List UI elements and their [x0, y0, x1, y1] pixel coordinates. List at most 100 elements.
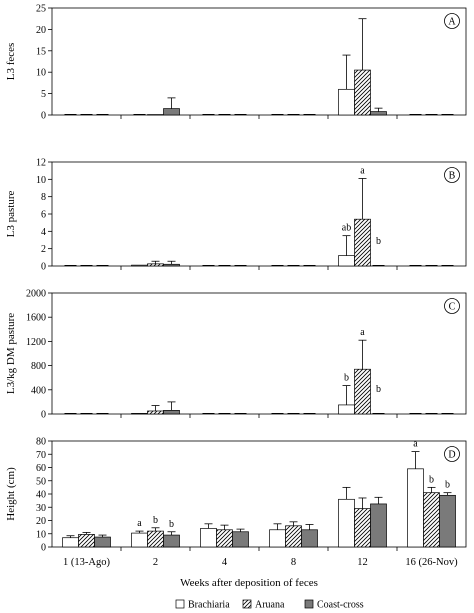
- bar-aruana-4: [354, 218, 371, 267]
- x-axis-title: Weeks after deposition of feces: [180, 577, 318, 589]
- bar-coast-cross-1: [163, 410, 180, 415]
- panel-label: C: [449, 302, 456, 313]
- panel-label-circle: [444, 446, 460, 462]
- panel-label: A: [448, 17, 456, 28]
- bar-coast-cross-1: [163, 108, 180, 116]
- x-tick-label: 1 (13-Ago): [63, 557, 110, 568]
- legend-swatch-aruana: [242, 599, 252, 609]
- bar-coast-cross-0: [94, 536, 111, 548]
- y-tick-label: 70: [36, 450, 46, 461]
- y-tick-label: 15: [36, 46, 46, 57]
- significance-label: b: [169, 519, 174, 530]
- significance-label: a: [360, 165, 365, 176]
- bar-aruana-4: [354, 508, 371, 548]
- y-tick-label: 30: [36, 503, 46, 514]
- bar-brachiaria-1: [131, 264, 148, 267]
- y-tick-label: 2000: [26, 289, 46, 300]
- bar-coast-cross-2: [232, 531, 249, 548]
- bar-aruana-3: [285, 525, 302, 548]
- y-axis-label: Height (cm): [5, 467, 17, 521]
- x-tick-label: 8: [291, 557, 296, 568]
- y-axis-label: L3 pasture: [5, 191, 17, 238]
- bar-brachiaria-3: [269, 529, 286, 548]
- significance-label: b: [376, 236, 381, 247]
- bar-brachiaria-4: [338, 404, 355, 415]
- bar-brachiaria-1: [131, 413, 148, 415]
- bar-brachiaria-4: [338, 88, 355, 116]
- y-tick-label: 40: [36, 490, 46, 501]
- bar-aruana-5: [423, 492, 440, 548]
- significance-label: b: [429, 474, 434, 485]
- y-tick-label: 10: [36, 68, 46, 79]
- legend-item-brachiaria: Brachiaria: [188, 600, 230, 611]
- y-tick-label: 80: [36, 437, 46, 448]
- x-tick-label: 4: [222, 557, 228, 568]
- bar-brachiaria-4: [338, 498, 355, 548]
- legend-item-aruana: Aruana: [255, 600, 285, 611]
- panel-label: D: [448, 450, 455, 461]
- significance-label: b: [344, 373, 349, 384]
- y-tick-label: 0: [41, 543, 46, 554]
- panel-label-circle: [444, 13, 460, 29]
- y-tick-label: 1200: [26, 337, 46, 348]
- bar-coast-cross-1: [163, 534, 180, 548]
- y-tick-label: 20: [36, 516, 46, 527]
- y-tick-label: 800: [31, 361, 46, 372]
- panel-frame: [51, 7, 467, 116]
- y-tick-label: 0: [41, 410, 46, 421]
- x-tick-label: 2: [153, 557, 158, 568]
- bar-aruana-1: [147, 263, 164, 267]
- y-tick-label: 10: [36, 529, 46, 540]
- significance-label: a: [137, 518, 142, 529]
- bar-aruana-0: [78, 534, 95, 548]
- y-tick-label: 5: [41, 89, 46, 100]
- significance-label: b: [376, 384, 381, 395]
- y-tick-label: 60: [36, 463, 46, 474]
- bar-aruana-4: [354, 368, 371, 415]
- y-tick-label: 8: [41, 192, 46, 203]
- y-tick-label: 10: [36, 175, 46, 186]
- y-tick-label: 4: [41, 227, 46, 238]
- bar-aruana-1: [147, 410, 164, 415]
- panel-frame: [51, 292, 467, 415]
- significance-label: ab: [342, 223, 351, 234]
- bar-brachiaria-2: [200, 528, 217, 548]
- y-tick-label: 0: [41, 111, 46, 122]
- significance-label: b: [445, 480, 450, 491]
- bar-brachiaria-0: [62, 537, 79, 548]
- bar-coast-cross-4: [370, 503, 387, 548]
- bar-aruana-1: [147, 530, 164, 548]
- bar-brachiaria-4: [338, 255, 355, 267]
- y-tick-label: 0: [41, 262, 46, 273]
- significance-label: a: [413, 439, 418, 450]
- y-tick-label: 25: [36, 4, 46, 15]
- significance-label: a: [360, 327, 365, 338]
- significance-label: b: [153, 515, 158, 526]
- bar-coast-cross-3: [301, 529, 318, 548]
- x-tick-label: 16 (26-Nov): [405, 557, 458, 568]
- y-tick-label: 6: [41, 210, 46, 221]
- legend-swatch-coast-cross: [304, 599, 314, 609]
- y-tick-label: 20: [36, 25, 46, 36]
- x-tick-label: 12: [357, 557, 368, 568]
- panel-frame: [51, 161, 467, 267]
- panel-C: 0 400 800 1200 1600 2000 L3/kg DM pasture Cb a b: [5, 289, 467, 421]
- bar-brachiaria-5: [407, 468, 424, 548]
- y-axis-label: L3 feces: [5, 43, 17, 81]
- legend-item-coast-cross: Coast-cross: [317, 600, 364, 611]
- legend-swatch-brachiaria: [175, 599, 185, 609]
- panel-A: 0 5 10 15 20 25 L3 feces A: [5, 4, 467, 122]
- panel-label: B: [449, 171, 456, 182]
- y-axis-label: L3/kg DM pasture: [5, 313, 17, 394]
- panel-label-circle: [444, 298, 460, 314]
- panel-frame: [51, 440, 467, 548]
- bar-aruana-4: [354, 69, 371, 116]
- y-tick-label: 2: [41, 244, 46, 255]
- y-tick-label: 50: [36, 476, 46, 487]
- legend: Brachiaria Aruana Coast-cross: [175, 599, 364, 611]
- bar-aruana-2: [216, 529, 233, 548]
